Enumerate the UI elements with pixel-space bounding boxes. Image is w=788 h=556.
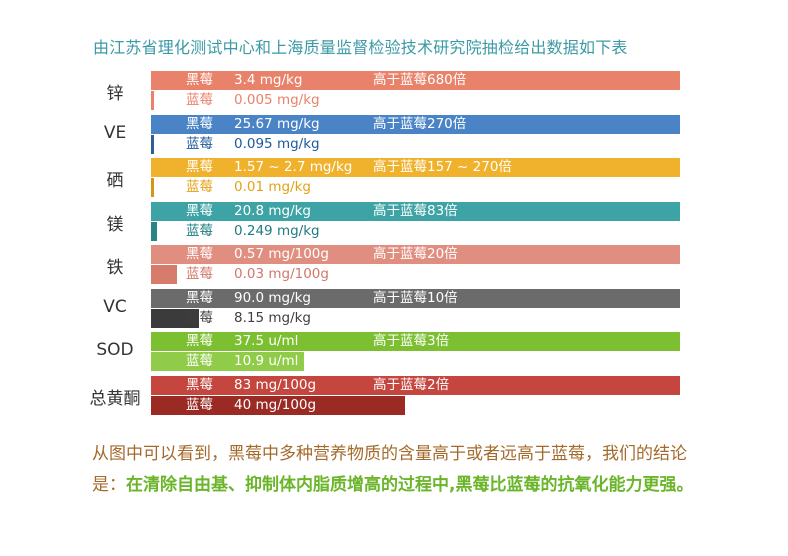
blackberry-bar [151, 288, 680, 308]
blueberry-value: 0.095 mg/kg [234, 135, 320, 152]
blackberry-value: 83 mg/100g [234, 376, 317, 393]
blackberry-series-label: 黑莓 [186, 159, 213, 175]
blueberry-value: 0.01 mg/kg [234, 179, 312, 195]
blackberry-compare: 高于蓝莓3倍 [373, 333, 450, 349]
blackberry-series-label: 黑莓 [186, 115, 213, 132]
blueberry-bar [151, 308, 199, 328]
blackberry-series-label: 黑莓 [186, 376, 213, 393]
category-label: VE [103, 122, 127, 143]
category-label: 硒 [106, 171, 124, 191]
blackberry-series-label: 黑莓 [186, 289, 213, 306]
blueberry-bar [151, 178, 154, 197]
blueberry-series-label: 蓝莓 [186, 309, 213, 326]
blueberry-bar [151, 91, 154, 110]
blueberry-bar [151, 352, 304, 371]
chart-title: 由江苏省理化测试中心和上海质量监督检验技术研究院抽检给出数据如下表 [93, 38, 628, 57]
category-label: VC [103, 296, 127, 317]
blackberry-compare: 高于蓝莓157 ~ 270倍 [373, 159, 512, 175]
blackberry-compare: 高于蓝莓10倍 [373, 289, 458, 306]
blackberry-bar [151, 114, 680, 134]
blueberry-series-label: 蓝莓 [186, 222, 213, 239]
blackberry-bar [151, 332, 680, 351]
conclusion-text: 从图中可以看到，黑莓中多种营养物质的含量高于或者远高于蓝莓，我们的结论是：在清除… [92, 439, 702, 501]
blueberry-bar [151, 134, 154, 154]
conclusion-highlight: 在清除自由基、抑制体内脂质增高的过程中,黑莓比蓝莓的抗氧化能力更强。 [126, 475, 694, 495]
blackberry-series-label: 黑莓 [186, 72, 213, 88]
blueberry-series-label: 蓝莓 [186, 135, 213, 152]
blackberry-bar [151, 71, 680, 90]
blackberry-bar [151, 245, 680, 264]
blackberry-bar [151, 158, 680, 177]
blueberry-value: 40 mg/100g [234, 396, 317, 413]
blackberry-value: 1.57 ~ 2.7 mg/kg [234, 159, 353, 175]
blackberry-series-label: 黑莓 [186, 246, 213, 262]
blueberry-value: 0.005 mg/kg [234, 92, 320, 108]
blackberry-series-label: 黑莓 [186, 333, 213, 349]
blackberry-compare: 高于蓝莓680倍 [373, 72, 467, 88]
blackberry-compare: 高于蓝莓83倍 [373, 202, 458, 219]
blueberry-value: 0.03 mg/100g [234, 266, 329, 282]
blueberry-series-label: 蓝莓 [186, 92, 213, 108]
conclusion-part1: 从图中可以看到，黑莓中多种营养物质的含量高于或者远高于蓝莓，我们的结论是： [92, 444, 687, 495]
blueberry-bar [151, 395, 405, 415]
blueberry-value: 0.249 mg/kg [234, 222, 320, 239]
blackberry-value: 0.57 mg/100g [234, 246, 329, 262]
blueberry-series-label: 蓝莓 [186, 179, 213, 195]
blackberry-bar [151, 375, 680, 395]
category-label: 总黄酮 [89, 388, 141, 409]
blackberry-value: 90.0 mg/kg [234, 289, 312, 306]
blackberry-compare: 高于蓝莓20倍 [373, 246, 458, 262]
blackberry-bar [151, 201, 680, 221]
category-label: 铁 [106, 258, 124, 278]
blueberry-value: 10.9 u/ml [234, 353, 299, 369]
category-label: 镁 [106, 214, 124, 235]
blackberry-value: 3.4 mg/kg [234, 72, 303, 88]
blueberry-series-label: 蓝莓 [186, 266, 213, 282]
blackberry-value: 25.67 mg/kg [234, 115, 320, 132]
blueberry-value: 8.15 mg/kg [234, 309, 312, 326]
blackberry-value: 20.8 mg/kg [234, 202, 312, 219]
blackberry-compare: 高于蓝莓2倍 [373, 376, 450, 393]
blueberry-bar [151, 265, 177, 284]
blueberry-bar [151, 221, 157, 241]
category-label: 锌 [106, 84, 124, 104]
blackberry-series-label: 黑莓 [186, 202, 213, 219]
blueberry-series-label: 蓝莓 [186, 396, 213, 413]
blackberry-compare: 高于蓝莓270倍 [373, 115, 467, 132]
category-label: SOD [96, 340, 134, 360]
blueberry-series-label: 蓝莓 [186, 353, 213, 369]
blackberry-value: 37.5 u/ml [234, 333, 299, 349]
